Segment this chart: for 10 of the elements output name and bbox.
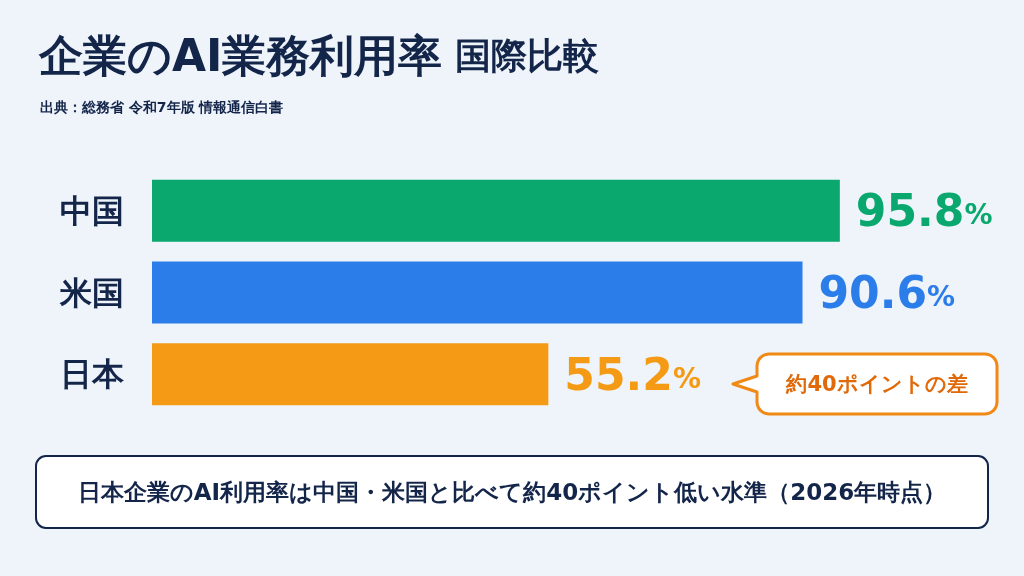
data-label: 90.6%	[818, 267, 956, 318]
y-tick-label: 米国	[59, 273, 124, 312]
chart-title: 企業のAI業務利用率 国際比較	[38, 29, 599, 81]
y-tick-label: 日本	[60, 355, 125, 394]
y-tick-label: 中国	[60, 191, 124, 230]
annotation: 約40ポイントの差	[785, 372, 968, 396]
source-note: 出典：総務省 令和7年版 情報通信白書	[40, 99, 284, 115]
text: 日本企業のAI利用率は中国・米国と比べて約40ポイント低い水準（2026年時点）	[77, 479, 947, 505]
data-label: 55.2%	[564, 348, 701, 400]
data-label: 95.8%	[855, 185, 993, 237]
